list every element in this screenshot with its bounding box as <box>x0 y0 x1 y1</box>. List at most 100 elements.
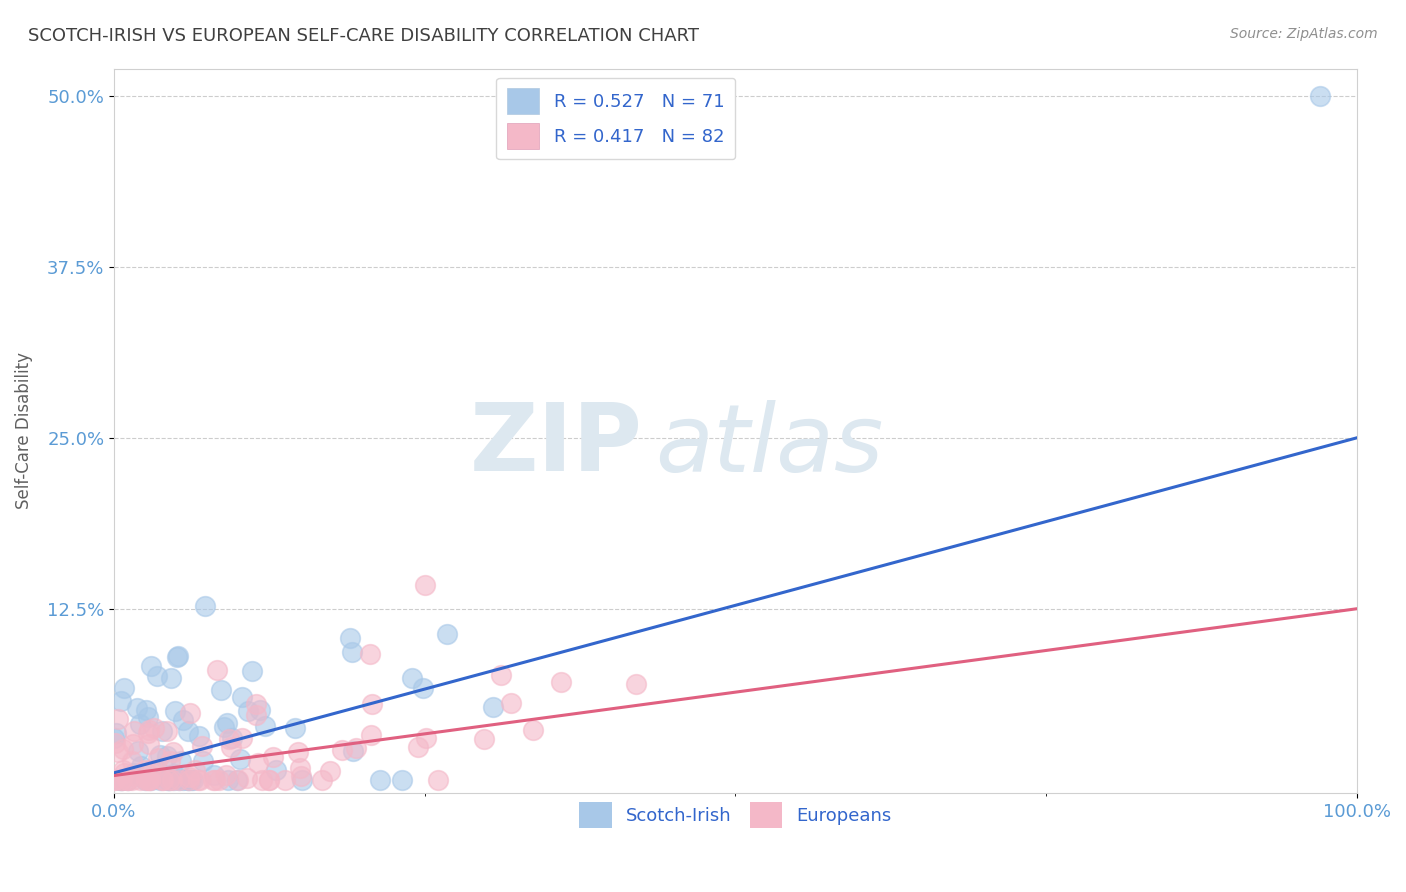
Point <box>436 626 458 640</box>
Point <box>176 724 198 739</box>
Point <box>111 772 134 787</box>
Point <box>330 742 353 756</box>
Point <box>136 772 159 786</box>
Text: Source: ZipAtlas.com: Source: ZipAtlas.com <box>1230 27 1378 41</box>
Point <box>105 726 128 740</box>
Point <box>135 772 157 787</box>
Point <box>257 772 280 787</box>
Point <box>187 772 209 787</box>
Point <box>499 696 522 710</box>
Text: atlas: atlas <box>655 400 883 491</box>
Point <box>159 755 181 769</box>
Point <box>136 725 159 739</box>
Point <box>108 772 131 787</box>
Point <box>240 664 263 678</box>
Point <box>111 772 134 787</box>
Point <box>207 772 229 787</box>
Point <box>368 772 391 787</box>
Point <box>212 720 235 734</box>
Point <box>177 772 200 787</box>
Point <box>194 599 217 613</box>
Point <box>415 731 437 745</box>
Point <box>361 697 384 711</box>
Point <box>624 676 647 690</box>
Point <box>339 631 361 645</box>
Point <box>165 704 187 718</box>
Point <box>188 772 211 787</box>
Point <box>129 759 152 773</box>
Point <box>342 644 364 658</box>
Point <box>401 671 423 685</box>
Point <box>204 772 226 787</box>
Point <box>231 690 253 704</box>
Point <box>167 772 190 787</box>
Point <box>157 772 180 787</box>
Point <box>134 772 156 787</box>
Point <box>290 772 312 787</box>
Point <box>162 745 184 759</box>
Point <box>121 772 143 787</box>
Point <box>163 767 186 781</box>
Point <box>201 772 224 787</box>
Point <box>238 704 260 718</box>
Point <box>112 766 135 780</box>
Point <box>202 767 225 781</box>
Point <box>152 772 174 787</box>
Point <box>472 732 495 747</box>
Point <box>412 681 434 696</box>
Point <box>179 706 201 720</box>
Point <box>136 710 159 724</box>
Point <box>149 772 172 787</box>
Point <box>138 772 160 787</box>
Point <box>413 578 436 592</box>
Point <box>177 772 200 787</box>
Point <box>229 752 252 766</box>
Point <box>139 763 162 777</box>
Point <box>177 770 200 784</box>
Point <box>180 772 202 787</box>
Point <box>231 731 253 745</box>
Point <box>391 772 413 787</box>
Point <box>249 703 271 717</box>
Point <box>117 772 139 787</box>
Point <box>221 731 243 745</box>
Point <box>245 697 267 711</box>
Point <box>360 729 382 743</box>
Point <box>136 772 159 787</box>
Point <box>426 772 449 787</box>
Point <box>163 772 186 787</box>
Point <box>166 650 188 665</box>
Point <box>247 756 270 770</box>
Point <box>217 772 239 787</box>
Point <box>149 747 172 762</box>
Legend: Scotch-Irish, Europeans: Scotch-Irish, Europeans <box>572 795 898 835</box>
Point <box>236 771 259 785</box>
Point <box>1309 88 1331 103</box>
Point <box>150 772 173 787</box>
Point <box>122 737 145 751</box>
Point <box>107 745 129 759</box>
Point <box>134 763 156 777</box>
Point <box>215 768 238 782</box>
Point <box>146 751 169 765</box>
Point <box>127 743 149 757</box>
Point <box>103 731 125 746</box>
Point <box>138 738 160 752</box>
Point <box>245 707 267 722</box>
Point <box>288 761 311 775</box>
Point <box>135 703 157 717</box>
Point <box>250 772 273 787</box>
Point <box>193 754 215 768</box>
Point <box>141 659 163 673</box>
Point <box>273 772 295 787</box>
Point <box>489 668 512 682</box>
Point <box>129 772 152 787</box>
Point <box>550 675 572 690</box>
Point <box>253 719 276 733</box>
Point <box>284 721 307 735</box>
Point <box>209 682 232 697</box>
Point <box>112 742 135 756</box>
Point <box>215 716 238 731</box>
Point <box>111 763 134 777</box>
Point <box>359 648 381 662</box>
